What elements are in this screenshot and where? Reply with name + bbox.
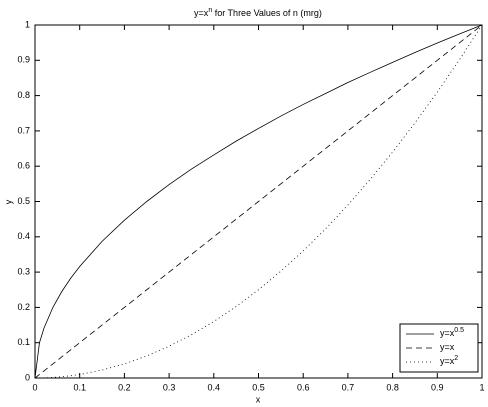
- x-tick-label: 0.8: [386, 382, 399, 392]
- series-line: [34, 24, 483, 379]
- y-axis-label: y: [3, 199, 13, 204]
- y-tick-label: 0.3: [17, 266, 30, 276]
- x-tick-label: 0.1: [73, 382, 86, 392]
- y-tick-label: 0: [25, 372, 30, 382]
- title-part: y=x: [194, 8, 209, 18]
- legend-superscript: 2: [454, 355, 458, 362]
- y-tick-label: 0.9: [17, 55, 30, 65]
- legend-superscript: 0.5: [454, 327, 464, 334]
- chart-title: y=xn for Three Values of n (mrg): [194, 7, 322, 19]
- y-tick-label: 1: [25, 19, 30, 29]
- legend-label: y=x2: [440, 355, 458, 367]
- y-tick-label: 0.2: [17, 302, 30, 312]
- y-tick-label: 0.6: [17, 161, 30, 171]
- y-tick-label: 0.7: [17, 125, 30, 135]
- legend-text: y=x: [440, 342, 455, 352]
- legend-label: y=x0.5: [440, 327, 464, 339]
- x-tick-label: 0.4: [208, 382, 221, 392]
- y-tick-label: 0.1: [17, 337, 30, 347]
- x-tick-label: 0.6: [297, 382, 310, 392]
- legend-text: y=x: [440, 328, 455, 338]
- x-tick-label: 0.5: [252, 382, 265, 392]
- x-tick-label: 0: [32, 382, 37, 392]
- y-tick-label: 0.5: [17, 196, 30, 206]
- series-line: [34, 24, 483, 379]
- legend-box: [399, 323, 479, 373]
- x-axis-label: x: [256, 394, 261, 404]
- x-tick-label: 0.7: [342, 382, 355, 392]
- x-tick-label: 1: [479, 382, 484, 392]
- x-tick-label: 0.3: [163, 382, 176, 392]
- y-tick-label: 0.8: [17, 90, 30, 100]
- x-tick-label: 0.2: [118, 382, 131, 392]
- title-part: for Three Values of n (mrg): [212, 8, 322, 18]
- legend-label: y=x: [440, 342, 455, 352]
- legend-text: y=x: [440, 356, 455, 366]
- title-superscript: n: [208, 7, 212, 14]
- y-tick-label: 0.4: [17, 231, 30, 241]
- x-tick-label: 0.9: [431, 382, 444, 392]
